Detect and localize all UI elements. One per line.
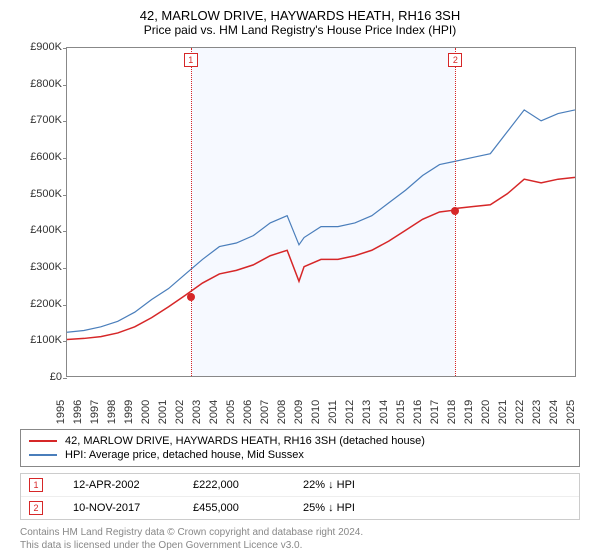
marker-box: 1 <box>184 53 198 67</box>
sale-pct: 25% ↓ HPI <box>303 502 355 514</box>
y-tick-label: £400K <box>20 224 62 236</box>
legend-label-property: 42, MARLOW DRIVE, HAYWARDS HEATH, RH16 3… <box>65 435 425 447</box>
marker-dot <box>451 207 459 215</box>
sale-date: 10-NOV-2017 <box>73 502 163 514</box>
footer-line-2: This data is licensed under the Open Gov… <box>20 539 580 552</box>
y-tick-label: £800K <box>20 78 62 90</box>
y-tick-label: £300K <box>20 261 62 273</box>
series-property <box>67 177 575 339</box>
chart-area: £0 £100K £200K £300K £400K £500K £600K £700K £80… <box>20 43 580 423</box>
marker-vline <box>191 48 192 376</box>
chart-title: 42, MARLOW DRIVE, HAYWARDS HEATH, RH16 3… <box>12 8 588 23</box>
chart-subtitle: Price paid vs. HM Land Registry's House … <box>12 23 588 37</box>
x-tick-label: 2025 <box>565 400 587 424</box>
marker-dot <box>187 293 195 301</box>
y-tick-label: £100K <box>20 334 62 346</box>
sales-table: 1 12-APR-2002 £222,000 22% ↓ HPI 2 10-NO… <box>20 473 580 520</box>
plot-region: 12 <box>66 47 576 377</box>
legend-swatch-property <box>29 440 57 442</box>
legend-item-property: 42, MARLOW DRIVE, HAYWARDS HEATH, RH16 3… <box>29 434 571 448</box>
footer-line-1: Contains HM Land Registry data © Crown c… <box>20 526 580 539</box>
table-row: 1 12-APR-2002 £222,000 22% ↓ HPI <box>21 474 579 497</box>
legend: 42, MARLOW DRIVE, HAYWARDS HEATH, RH16 3… <box>20 429 580 467</box>
sale-price: £455,000 <box>193 502 273 514</box>
footer: Contains HM Land Registry data © Crown c… <box>20 526 580 552</box>
table-row: 2 10-NOV-2017 £455,000 25% ↓ HPI <box>21 497 579 519</box>
marker-badge-1: 1 <box>29 478 43 492</box>
y-tick-label: £500K <box>20 188 62 200</box>
legend-item-hpi: HPI: Average price, detached house, Mid … <box>29 448 571 462</box>
sale-price: £222,000 <box>193 479 273 491</box>
y-tick-label: £0 <box>20 371 62 383</box>
y-tick-label: £200K <box>20 298 62 310</box>
sale-pct: 22% ↓ HPI <box>303 479 355 491</box>
marker-badge-2: 2 <box>29 501 43 515</box>
legend-label-hpi: HPI: Average price, detached house, Mid … <box>65 449 304 461</box>
sale-date: 12-APR-2002 <box>73 479 163 491</box>
y-tick-label: £600K <box>20 151 62 163</box>
chart-container: 42, MARLOW DRIVE, HAYWARDS HEATH, RH16 3… <box>0 0 600 560</box>
series-hpi <box>67 110 575 332</box>
legend-swatch-hpi <box>29 454 57 456</box>
marker-box: 2 <box>448 53 462 67</box>
y-tick-label: £700K <box>20 114 62 126</box>
plot-svg <box>67 48 575 376</box>
x-axis-labels: 1995199619971998199920002001200220032004… <box>66 383 576 423</box>
y-tick-label: £900K <box>20 41 62 53</box>
